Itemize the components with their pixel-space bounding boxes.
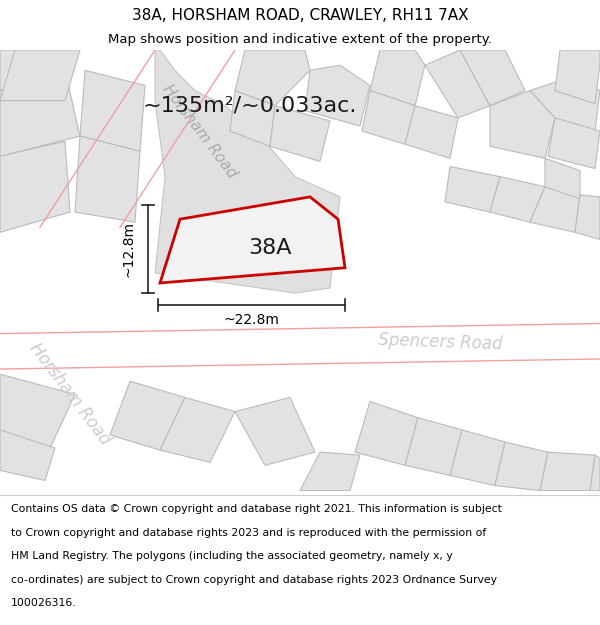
Polygon shape (355, 401, 418, 465)
Text: Horsham Road: Horsham Road (160, 81, 240, 181)
Polygon shape (40, 50, 235, 227)
Polygon shape (548, 118, 600, 169)
Polygon shape (370, 50, 425, 106)
Polygon shape (590, 455, 600, 491)
Polygon shape (305, 65, 370, 126)
Polygon shape (495, 442, 548, 491)
Polygon shape (405, 106, 458, 158)
Text: Contains OS data © Crown copyright and database right 2021. This information is : Contains OS data © Crown copyright and d… (11, 504, 502, 514)
Polygon shape (235, 398, 315, 465)
Text: to Crown copyright and database rights 2023 and is reproduced with the permissio: to Crown copyright and database rights 2… (11, 528, 486, 538)
Polygon shape (575, 195, 600, 239)
Text: HM Land Registry. The polygons (including the associated geometry, namely x, y: HM Land Registry. The polygons (includin… (11, 551, 452, 561)
Polygon shape (0, 374, 75, 448)
Text: ~135m²/~0.033ac.: ~135m²/~0.033ac. (143, 96, 357, 116)
Polygon shape (540, 452, 595, 491)
Polygon shape (530, 78, 600, 131)
Polygon shape (80, 70, 145, 151)
Polygon shape (445, 166, 500, 212)
Polygon shape (0, 141, 70, 232)
Polygon shape (160, 398, 235, 462)
Polygon shape (490, 91, 555, 158)
Polygon shape (270, 106, 330, 161)
Polygon shape (300, 452, 360, 491)
Polygon shape (0, 50, 80, 101)
Polygon shape (460, 50, 525, 106)
Polygon shape (555, 50, 600, 104)
Text: ~12.8m: ~12.8m (121, 221, 135, 277)
Polygon shape (160, 197, 345, 283)
Text: Map shows position and indicative extent of the property.: Map shows position and indicative extent… (108, 32, 492, 46)
Text: Horsham Road: Horsham Road (26, 340, 114, 449)
Polygon shape (0, 50, 65, 91)
Polygon shape (0, 430, 55, 481)
Polygon shape (0, 324, 600, 369)
Polygon shape (490, 177, 545, 222)
Text: 38A, HORSHAM ROAD, CRAWLEY, RH11 7AX: 38A, HORSHAM ROAD, CRAWLEY, RH11 7AX (131, 8, 469, 22)
Text: Spencers Road: Spencers Road (377, 331, 502, 353)
Polygon shape (110, 381, 185, 450)
Polygon shape (235, 50, 310, 106)
Polygon shape (75, 136, 140, 222)
Polygon shape (545, 158, 580, 199)
Polygon shape (425, 50, 490, 118)
Text: co-ordinates) are subject to Crown copyright and database rights 2023 Ordnance S: co-ordinates) are subject to Crown copyr… (11, 574, 497, 584)
Polygon shape (155, 50, 340, 293)
Text: ~22.8m: ~22.8m (224, 314, 280, 328)
Polygon shape (362, 91, 415, 144)
Text: 38A: 38A (248, 238, 292, 258)
Polygon shape (230, 91, 275, 146)
Polygon shape (0, 70, 80, 156)
Polygon shape (530, 187, 580, 232)
Polygon shape (405, 418, 462, 476)
Text: 100026316.: 100026316. (11, 598, 76, 608)
Polygon shape (450, 430, 505, 486)
